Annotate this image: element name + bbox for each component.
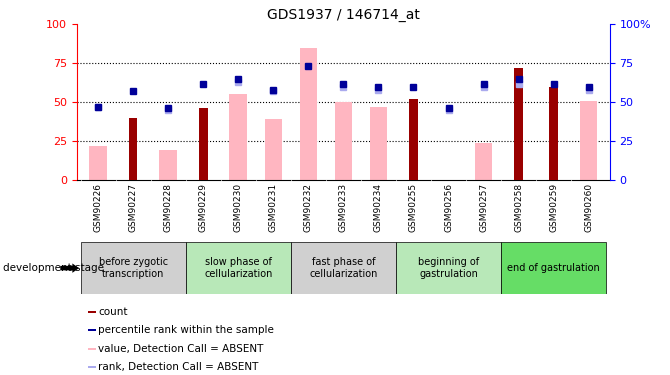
Text: GSM90227: GSM90227 (129, 183, 137, 232)
Text: GSM90231: GSM90231 (269, 183, 278, 232)
Bar (88, 330, 96, 332)
Text: GSM90258: GSM90258 (514, 183, 523, 232)
Text: GSM90257: GSM90257 (479, 183, 488, 232)
Text: GSM90228: GSM90228 (163, 183, 173, 232)
Title: GDS1937 / 146714_at: GDS1937 / 146714_at (267, 8, 420, 22)
Bar (89, 146, 107, 180)
Bar (186, 242, 291, 294)
Text: GSM90233: GSM90233 (339, 183, 348, 232)
Text: before zygotic
transcription: before zygotic transcription (98, 257, 168, 279)
Text: rank, Detection Call = ABSENT: rank, Detection Call = ABSENT (98, 362, 259, 372)
Bar (230, 94, 247, 180)
Text: GSM90232: GSM90232 (304, 183, 313, 232)
Text: count: count (98, 307, 128, 317)
Text: value, Detection Call = ABSENT: value, Detection Call = ABSENT (98, 344, 264, 354)
Bar (88, 366, 96, 368)
Bar (409, 99, 418, 180)
Bar (514, 68, 523, 180)
Bar (159, 150, 177, 180)
Text: GSM90229: GSM90229 (199, 183, 208, 232)
Bar (299, 48, 317, 180)
Bar (370, 107, 387, 180)
Text: GSM90259: GSM90259 (549, 183, 558, 232)
Bar (396, 242, 501, 294)
Bar (334, 102, 352, 180)
Text: percentile rank within the sample: percentile rank within the sample (98, 326, 274, 335)
Text: slow phase of
cellularization: slow phase of cellularization (204, 257, 273, 279)
Text: end of gastrulation: end of gastrulation (507, 263, 600, 273)
Bar (549, 87, 558, 180)
Bar (475, 142, 492, 180)
Bar (80, 242, 186, 294)
Text: GSM90256: GSM90256 (444, 183, 453, 232)
Text: beginning of
gastrulation: beginning of gastrulation (418, 257, 479, 279)
Bar (88, 348, 96, 350)
Text: fast phase of
cellularization: fast phase of cellularization (309, 257, 378, 279)
Bar (580, 100, 598, 180)
Bar (501, 242, 606, 294)
Bar (88, 311, 96, 313)
Text: GSM90230: GSM90230 (234, 183, 243, 232)
Bar (129, 118, 137, 180)
Bar (291, 242, 396, 294)
Text: GSM90226: GSM90226 (94, 183, 103, 232)
Text: GSM90255: GSM90255 (409, 183, 418, 232)
Text: development stage: development stage (3, 263, 105, 273)
Text: GSM90260: GSM90260 (584, 183, 593, 232)
Bar (199, 108, 208, 180)
Text: GSM90234: GSM90234 (374, 183, 383, 232)
Bar (265, 119, 282, 180)
